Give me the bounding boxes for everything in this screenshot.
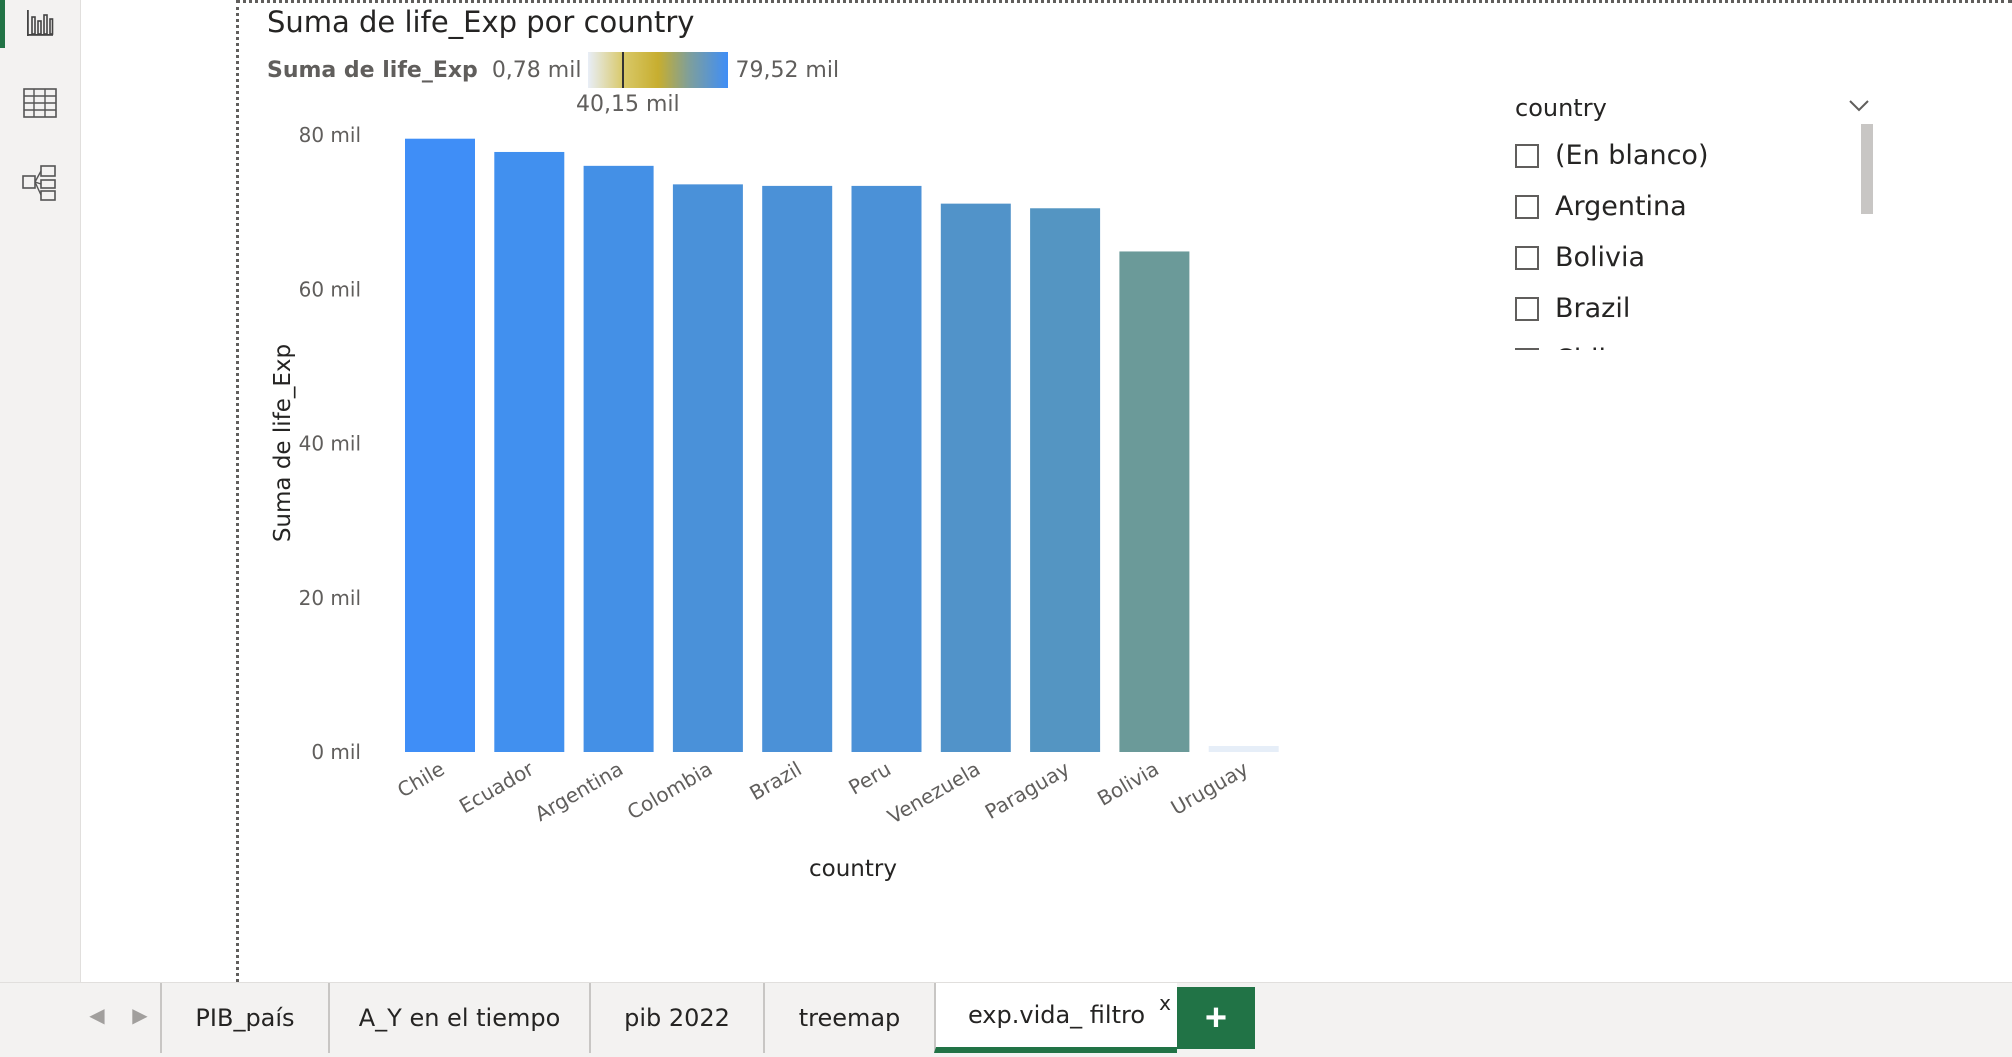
report-view-icon: [27, 10, 54, 36]
bar-chart: 0 mil 20 mil 40 mil 60 mil 80 mil Chile Ecuado…: [270, 123, 1279, 882]
slicer-header[interactable]: country: [1515, 90, 1870, 126]
x-tick-label: Bolivia: [1093, 757, 1163, 811]
page-tab-bar: ◀ ▶ PIB_país A_Y en el tiempo pib 2022 tree…: [0, 982, 2012, 1057]
slicer-item-label: Argentina: [1555, 191, 1687, 222]
x-tick-label: Uruguay: [1167, 756, 1253, 819]
y-tick-label: 40 mil: [299, 432, 361, 456]
model-view-icon: [22, 165, 56, 201]
slicer-item[interactable]: (En blanco): [1515, 130, 1855, 181]
bar-uruguay[interactable]: [1208, 745, 1279, 752]
country-slicer: country (En blanco) Argentina Bolivia Brazi…: [1512, 88, 1882, 350]
slicer-checkbox[interactable]: [1515, 245, 1539, 270]
bar-chile[interactable]: [405, 138, 475, 752]
page-tab-label: PIB_país: [195, 1004, 295, 1032]
page-tab-label: exp.vida_ filtro: [967, 1001, 1146, 1029]
slicer-scrollbar[interactable]: [1861, 124, 1873, 214]
page-tab[interactable]: exp.vida_ filtro x: [934, 983, 1177, 1053]
color-legend: Suma de life_Exp 0,78 mil 79,52 mil: [267, 52, 840, 88]
slicer-item[interactable]: Brazil: [1515, 283, 1855, 334]
y-tick-label: 60 mil: [299, 277, 361, 301]
tab-scroll-left-icon[interactable]: ◀: [89, 1004, 105, 1027]
slicer-checkbox[interactable]: [1515, 347, 1539, 350]
page-tab[interactable]: PIB_país: [160, 983, 328, 1053]
page-tab[interactable]: pib 2022: [589, 983, 763, 1053]
tab-scroll-right-icon[interactable]: ▶: [132, 1004, 148, 1027]
y-axis-title: Suma de life_Exp: [270, 344, 296, 542]
close-tab-icon[interactable]: x: [1159, 991, 1171, 1015]
add-page-button[interactable]: +: [1177, 987, 1255, 1049]
slicer-checkbox[interactable]: [1515, 143, 1539, 168]
slicer-item-label: Bolivia: [1555, 242, 1646, 273]
legend-gradient-bar: [588, 52, 729, 88]
slicer-checkbox[interactable]: [1515, 296, 1539, 321]
x-tick-label: Argentina: [531, 757, 627, 827]
visual-selection-border[interactable]: [236, 0, 2012, 982]
bar-argentina[interactable]: [583, 165, 654, 753]
slicer-item[interactable]: Chile: [1515, 334, 1855, 350]
slicer-title: country: [1515, 94, 1607, 122]
page-tab-label: pib 2022: [624, 1004, 730, 1032]
slicer-item-label: Brazil: [1555, 293, 1631, 324]
bar-ecuador[interactable]: [494, 151, 565, 752]
chevron-down-icon[interactable]: [1848, 96, 1870, 116]
page-tab-label: treemap: [798, 1004, 901, 1032]
page-tab[interactable]: A_Y en el tiempo: [328, 983, 589, 1053]
table-view-icon: [23, 88, 57, 118]
legend-mid-value: 40,15 mil: [576, 92, 680, 117]
slicer-item-label: Chile: [1555, 344, 1623, 350]
y-tick-label: 80 mil: [299, 123, 361, 147]
slicer-list: (En blanco) Argentina Bolivia Brazil Chile: [1515, 130, 1855, 350]
chart-title: Suma de life_Exp por country: [267, 5, 695, 39]
x-tick-label: Brazil: [745, 757, 805, 806]
model-view-button[interactable]: [0, 148, 80, 218]
view-rail: [0, 0, 81, 982]
bar-bolivia[interactable]: [1119, 251, 1190, 753]
slicer-checkbox[interactable]: [1515, 194, 1539, 219]
slicer-item-label: (En blanco): [1555, 140, 1709, 171]
bar-paraguay[interactable]: [1030, 208, 1101, 753]
x-tick-label: Peru: [844, 757, 895, 800]
page-tab-label: A_Y en el tiempo: [358, 1004, 561, 1032]
table-view-button[interactable]: [0, 68, 80, 138]
y-tick-label: 20 mil: [299, 586, 361, 610]
slicer-item[interactable]: Argentina: [1515, 181, 1855, 232]
x-axis-title: country: [809, 856, 897, 882]
legend-title: Suma de life_Exp: [267, 57, 478, 83]
page-tab[interactable]: treemap: [763, 983, 934, 1053]
bar-venezuela[interactable]: [940, 203, 1011, 753]
y-tick-label: 0 mil: [311, 740, 361, 764]
slicer-item[interactable]: Bolivia: [1515, 232, 1855, 283]
x-tick-label: Ecuador: [455, 756, 538, 818]
x-tick-label: Venezuela: [883, 757, 984, 829]
bar-colombia[interactable]: [672, 184, 743, 753]
legend-mid-marker: [622, 52, 624, 88]
legend-min-value: 0,78 mil: [491, 57, 582, 83]
x-tick-label: Chile: [393, 757, 448, 803]
bar-brazil[interactable]: [762, 185, 833, 753]
x-tick-label: Paraguay: [981, 756, 1074, 824]
report-view-button[interactable]: [0, 0, 80, 58]
bar-peru[interactable]: [851, 185, 922, 753]
legend-max-value: 79,52 mil: [735, 57, 840, 83]
x-tick-label: Colombia: [623, 757, 716, 825]
